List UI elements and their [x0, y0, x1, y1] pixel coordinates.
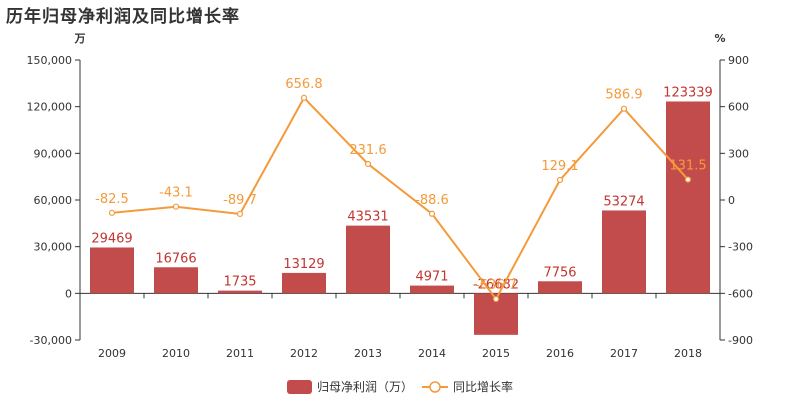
bar: [282, 272, 326, 294]
y-left-tick-label: 0: [65, 287, 72, 300]
x-tick-label: 2011: [226, 347, 254, 360]
bar-value-label: 43531: [347, 210, 388, 225]
bar: [154, 267, 198, 294]
line-point: [300, 94, 308, 101]
legend-line-label: 同比增长率: [453, 379, 513, 394]
line-point: [556, 176, 564, 184]
x-tick-label: 2015: [482, 347, 510, 360]
bar-value-label: 53274: [603, 194, 644, 209]
x-tick-label: 2009: [98, 347, 126, 360]
bar-value-label: 4971: [415, 270, 448, 285]
line-point: [492, 295, 500, 303]
line-value-label: -636.7: [475, 278, 517, 293]
bar: [538, 281, 582, 294]
y-left-tick-label: 60,000: [34, 194, 73, 207]
bar-value-label: 1735: [223, 275, 256, 290]
line-value-label: 656.8: [285, 77, 322, 92]
y-left-tick-label: 120,000: [27, 101, 73, 114]
bar-value-label: -26682: [473, 277, 519, 292]
bar: [218, 290, 262, 294]
y-right-tick-label: 600: [728, 101, 749, 114]
line-value-label: -43.1: [159, 186, 193, 201]
line-value-label: -82.5: [95, 192, 129, 207]
legend-bar-swatch: [287, 380, 312, 394]
y-right-tick-label: 0: [728, 194, 735, 207]
bar-value-label: 123339: [663, 85, 713, 100]
bar: [410, 285, 454, 294]
y-left-tick-label: 150,000: [27, 54, 73, 67]
legend-line-marker: [429, 381, 441, 393]
y-left-tick-label: 30,000: [34, 241, 73, 254]
y-left-tick-label: -30,000: [30, 334, 72, 347]
x-tick-label: 2013: [354, 347, 382, 360]
x-tick-label: 2016: [546, 347, 574, 360]
bar-value-label: 7756: [543, 265, 576, 280]
line-value-label: 131.5: [669, 159, 706, 174]
y-right-tick-label: -600: [728, 287, 753, 300]
line-value-label: -88.6: [415, 193, 449, 208]
line-point: [620, 105, 628, 112]
line-point: [428, 210, 436, 217]
line-value-label: 586.9: [605, 88, 642, 103]
bar-value-label: 29469: [91, 231, 132, 246]
line-point: [364, 160, 372, 168]
x-tick-label: 2018: [674, 347, 702, 360]
line-value-label: 129.1: [541, 159, 578, 174]
x-tick-label: 2014: [418, 347, 446, 360]
line-point: [236, 210, 244, 218]
line-value-label: 231.6: [349, 143, 386, 158]
bar: [602, 210, 646, 294]
y-left-tick-label: 90,000: [34, 147, 73, 160]
y-right-unit: %: [714, 32, 725, 45]
y-right-tick-label: -300: [728, 241, 753, 254]
y-left-unit: 万: [74, 32, 86, 45]
bar: [90, 247, 134, 294]
line-point: [108, 209, 116, 216]
y-right-tick-label: -900: [728, 334, 753, 347]
bar: [346, 225, 390, 294]
line-point: [684, 176, 692, 183]
x-tick-label: 2017: [610, 347, 638, 360]
bar: [666, 101, 710, 294]
line-point: [172, 203, 180, 210]
bar-value-label: 13129: [283, 257, 324, 272]
x-tick-label: 2010: [162, 347, 190, 360]
y-right-tick-label: 300: [728, 147, 749, 160]
legend-bar-label: 归母净利润（万）: [317, 380, 413, 394]
y-right-tick-label: 900: [728, 54, 749, 67]
x-tick-label: 2012: [290, 347, 318, 360]
bar-value-label: 16766: [155, 251, 196, 266]
chart-title: 历年归母净利润及同比增长率: [6, 7, 240, 27]
line-value-label: -89.7: [223, 193, 257, 208]
line-series: [111, 96, 689, 301]
